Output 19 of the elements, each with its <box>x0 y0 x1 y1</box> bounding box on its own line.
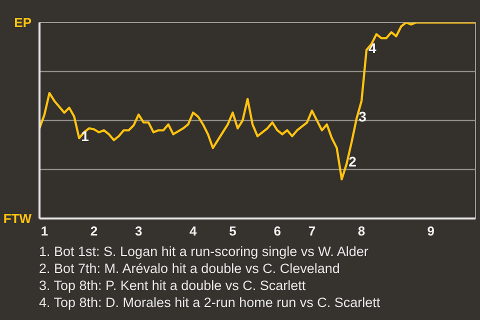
annotation: 2 <box>348 154 357 170</box>
x-tick-label: 4 <box>189 224 198 238</box>
x-tick-label: 6 <box>274 224 281 238</box>
x-tick-label: 8 <box>358 224 366 238</box>
annotation: 1 <box>81 128 90 144</box>
text: 4. Top 8th: D. Morales hit a 2-run home run vs C. Scarlett <box>39 295 380 310</box>
x-tick-label: 9 <box>427 224 435 238</box>
annotation: 4 <box>368 40 376 56</box>
x-tick-label: 5 <box>229 224 236 238</box>
annotation: 3 <box>358 108 367 125</box>
x-tick-label: 1 <box>40 224 48 238</box>
text: 2. Bot 7th: M. Arévalo hit a double vs C. Cleveland <box>39 261 340 276</box>
text: EP <box>14 15 32 30</box>
text: 1. Bot 1st: S. Logan hit a run-scoring single vs W. Alder <box>39 244 368 259</box>
x-tick-label: 3 <box>134 224 142 238</box>
x-tick-label: 7 <box>308 224 316 238</box>
x-tick-label: 2 <box>90 224 98 238</box>
text: 3. Top 8th: P. Kent hit a double vs C. Scarlett <box>39 278 306 293</box>
text: FTW <box>3 211 32 226</box>
